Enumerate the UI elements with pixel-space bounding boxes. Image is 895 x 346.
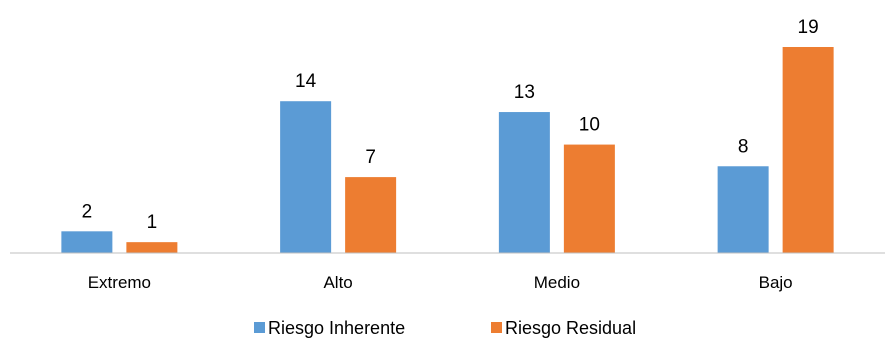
value-label: 13 [514,82,535,103]
category-label-alto: Alto [323,273,352,292]
value-label: 10 [579,115,600,136]
bar-medio-residual [563,144,615,253]
bar-bajo-inherente [717,166,769,253]
category-label-extremo: Extremo [88,273,151,292]
bar-alto-residual [345,177,397,253]
category-labels-group: Extremo Alto Medio Bajo [88,273,793,292]
legend-swatch-residual [491,322,502,333]
legend: Riesgo Inherente Riesgo Residual [254,318,636,338]
legend-label-inherente: Riesgo Inherente [268,318,405,338]
bar-extremo-inherente [61,231,113,253]
value-label: 7 [365,147,376,168]
value-label: 2 [82,201,93,222]
value-label: 19 [798,17,819,38]
bars-group [61,47,834,253]
legend-label-residual: Riesgo Residual [505,318,636,338]
category-label-bajo: Bajo [759,273,793,292]
value-label: 8 [738,136,749,157]
bar-extremo-residual [126,242,178,253]
legend-swatch-inherente [254,322,265,333]
value-label: 1 [147,212,158,233]
bar-medio-inherente [498,112,550,253]
bar-bajo-residual [782,47,834,253]
category-label-medio: Medio [534,273,580,292]
bar-alto-inherente [280,101,332,253]
value-label: 14 [295,71,317,92]
